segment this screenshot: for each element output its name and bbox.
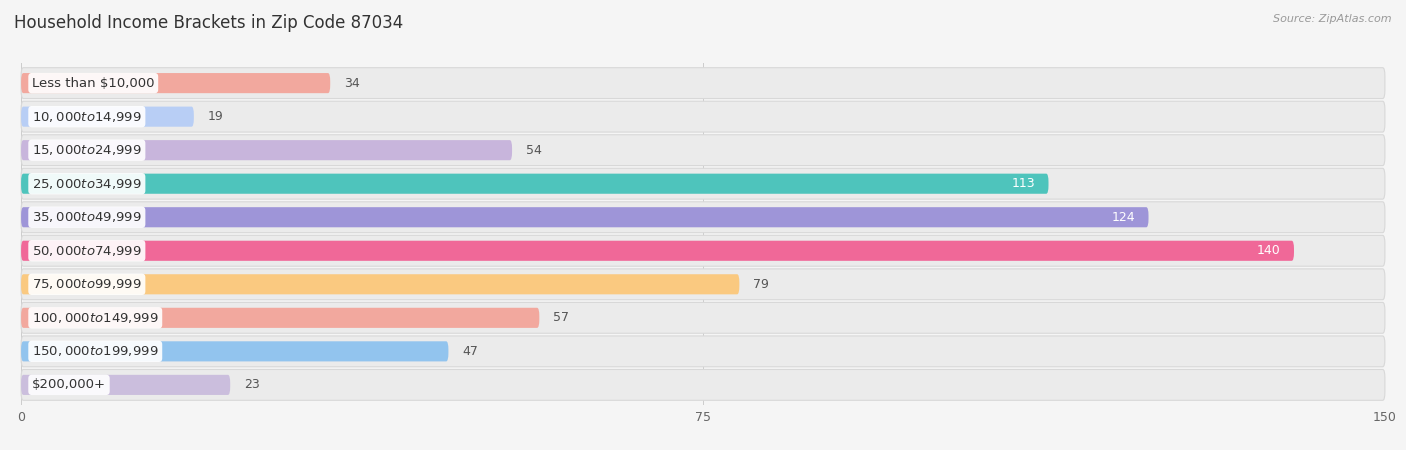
FancyBboxPatch shape: [21, 73, 330, 93]
Text: $200,000+: $200,000+: [32, 378, 105, 392]
FancyBboxPatch shape: [21, 68, 1385, 99]
FancyBboxPatch shape: [21, 302, 1385, 333]
FancyBboxPatch shape: [21, 101, 1385, 132]
Text: 57: 57: [553, 311, 569, 324]
FancyBboxPatch shape: [21, 207, 1149, 227]
Text: $10,000 to $14,999: $10,000 to $14,999: [32, 110, 142, 124]
FancyBboxPatch shape: [21, 369, 1385, 400]
Text: $35,000 to $49,999: $35,000 to $49,999: [32, 210, 142, 224]
Text: $25,000 to $34,999: $25,000 to $34,999: [32, 177, 142, 191]
FancyBboxPatch shape: [21, 336, 1385, 367]
Text: $100,000 to $149,999: $100,000 to $149,999: [32, 311, 159, 325]
FancyBboxPatch shape: [21, 341, 449, 361]
Text: 79: 79: [754, 278, 769, 291]
FancyBboxPatch shape: [21, 168, 1385, 199]
FancyBboxPatch shape: [21, 174, 1049, 194]
Text: 34: 34: [344, 76, 360, 90]
FancyBboxPatch shape: [21, 135, 1385, 166]
Text: Household Income Brackets in Zip Code 87034: Household Income Brackets in Zip Code 87…: [14, 14, 404, 32]
Text: 140: 140: [1257, 244, 1281, 257]
FancyBboxPatch shape: [21, 235, 1385, 266]
Text: $150,000 to $199,999: $150,000 to $199,999: [32, 344, 159, 358]
FancyBboxPatch shape: [21, 269, 1385, 300]
Text: $50,000 to $74,999: $50,000 to $74,999: [32, 244, 142, 258]
Text: 19: 19: [208, 110, 224, 123]
FancyBboxPatch shape: [21, 241, 1294, 261]
Text: 124: 124: [1111, 211, 1135, 224]
Text: Less than $10,000: Less than $10,000: [32, 76, 155, 90]
FancyBboxPatch shape: [21, 375, 231, 395]
FancyBboxPatch shape: [21, 140, 512, 160]
Text: 47: 47: [463, 345, 478, 358]
Text: Source: ZipAtlas.com: Source: ZipAtlas.com: [1274, 14, 1392, 23]
FancyBboxPatch shape: [21, 202, 1385, 233]
Text: $15,000 to $24,999: $15,000 to $24,999: [32, 143, 142, 157]
Text: 54: 54: [526, 144, 541, 157]
Text: 23: 23: [243, 378, 260, 392]
FancyBboxPatch shape: [21, 308, 540, 328]
FancyBboxPatch shape: [21, 274, 740, 294]
Text: 113: 113: [1011, 177, 1035, 190]
FancyBboxPatch shape: [21, 107, 194, 127]
Text: $75,000 to $99,999: $75,000 to $99,999: [32, 277, 142, 291]
